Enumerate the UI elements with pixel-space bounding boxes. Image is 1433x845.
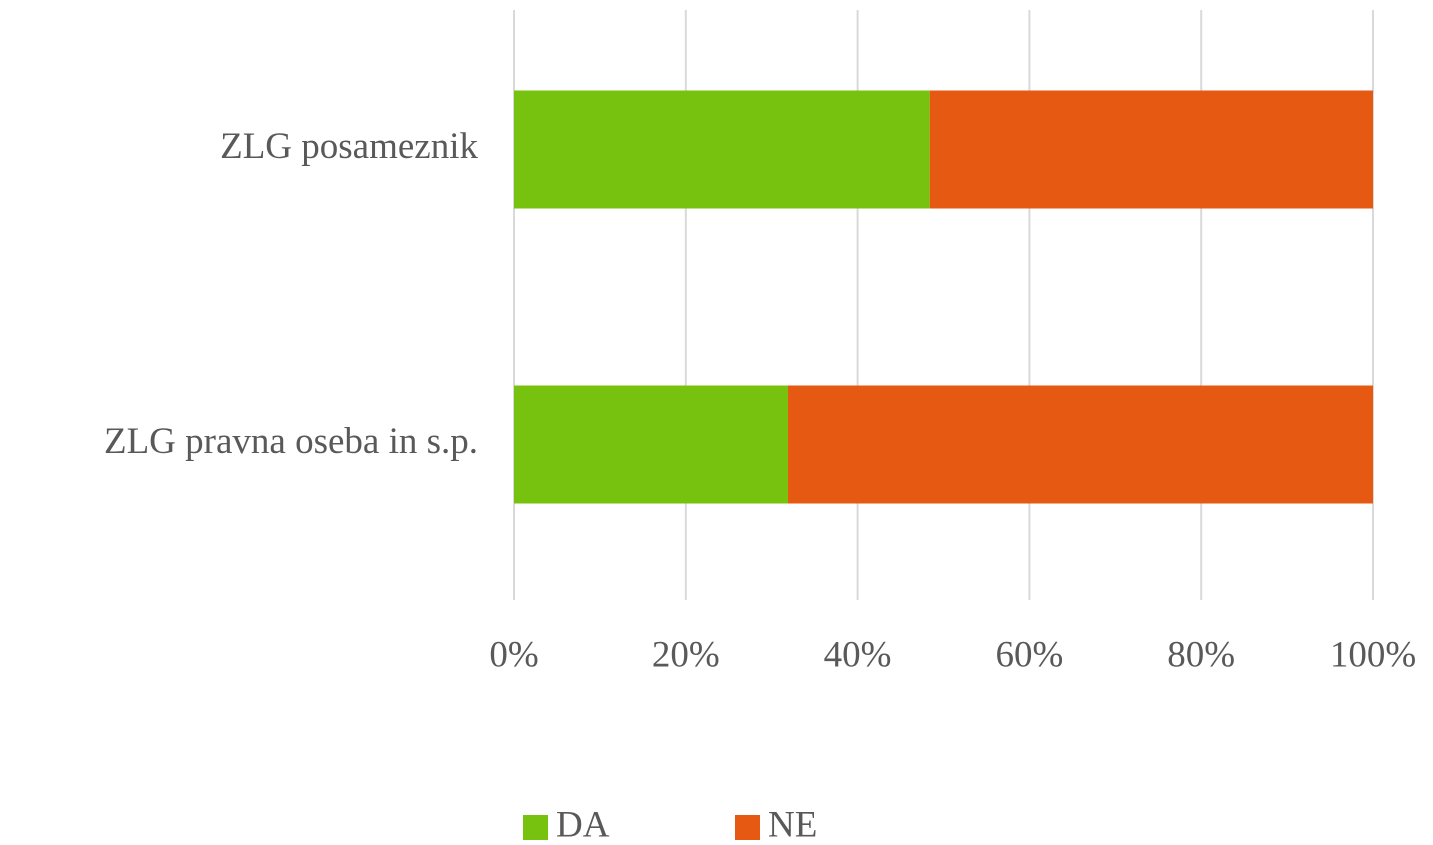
y-tick-label: ZLG posameznik	[220, 126, 478, 167]
bar-segment	[929, 90, 1373, 209]
legend-swatch	[523, 815, 548, 840]
x-tick-label: 80%	[1167, 634, 1235, 675]
bar-segment	[788, 385, 1373, 504]
x-tick-label: 20%	[652, 634, 720, 675]
x-tick-label: 0%	[489, 634, 538, 675]
x-tick-label: 100%	[1330, 634, 1416, 675]
y-tick-label: ZLG pravna oseba in s.p.	[104, 421, 478, 462]
x-tick-label: 40%	[824, 634, 892, 675]
legend-label: NE	[768, 804, 817, 845]
legend-label: DA	[556, 804, 610, 845]
x-tick-label: 60%	[995, 634, 1063, 675]
legend-swatch	[735, 815, 760, 840]
bar-segment	[514, 90, 930, 209]
bar-segment	[514, 385, 789, 504]
